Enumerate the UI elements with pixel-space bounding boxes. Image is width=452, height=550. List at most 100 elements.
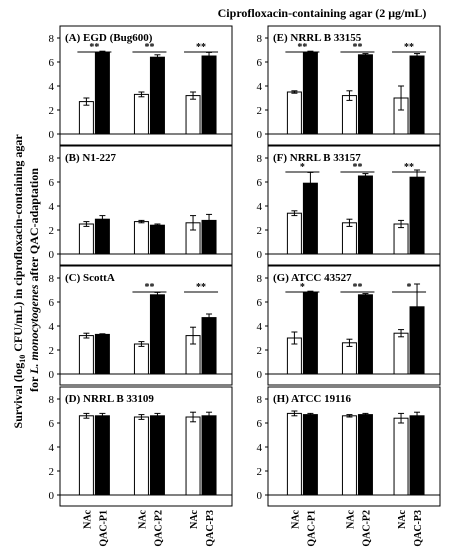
y-tick-label: 2 xyxy=(49,466,55,478)
y-tick-label: 0 xyxy=(49,369,55,381)
panel-title: (H) ATCC 19116 xyxy=(273,393,352,405)
x-category-label: QAC-P1 xyxy=(306,510,317,547)
bar-nac-P1 xyxy=(78,415,94,496)
y-tick-label: 8 xyxy=(257,153,263,165)
bar-qac-P3 xyxy=(409,176,425,255)
y-axis-label: Survival (log10 CFU/mL) in ciprofloxacin… xyxy=(11,132,41,429)
y-tick-label: 2 xyxy=(49,345,55,357)
figure-title: Ciprofloxacin-containing agar (2 μg/mL) xyxy=(218,6,427,20)
y-tick-label: 4 xyxy=(49,321,55,333)
panel-4: 0 2 4 6 8 (D) NRRL B 33109 xyxy=(49,386,233,507)
x-category-label: NAc xyxy=(189,509,200,528)
significance-marker: ** xyxy=(352,42,362,53)
y-tick-label: 2 xyxy=(257,105,263,117)
significance-marker: * xyxy=(300,282,305,293)
bar-qac-P2 xyxy=(149,294,165,375)
y-tick-label: 2 xyxy=(257,466,263,478)
x-category-label: QAC-P3 xyxy=(205,510,216,547)
bar-qac-P2 xyxy=(357,54,373,135)
bar-nac-P2 xyxy=(133,221,149,255)
y-tick-label: 0 xyxy=(49,249,55,261)
x-category-label: QAC-P3 xyxy=(413,510,424,547)
x-category-label: NAc xyxy=(290,509,301,528)
bar-qac-P1 xyxy=(94,218,110,255)
bar-qac-P1 xyxy=(94,333,110,375)
significance-marker: ** xyxy=(352,282,362,293)
significance-marker: ** xyxy=(144,282,154,293)
x-category-label: NAc xyxy=(137,509,148,528)
panel-title: (C) ScottA xyxy=(65,272,115,284)
bar-qac-P1 xyxy=(302,414,318,496)
y-tick-label: 0 xyxy=(49,490,55,502)
y-tick-label: 4 xyxy=(257,81,263,93)
y-tick-label: 4 xyxy=(257,321,263,333)
panel-title: (A) EGD (Bug600) xyxy=(65,32,153,44)
y-tick-label: 8 xyxy=(257,394,263,406)
bar-qac-P1 xyxy=(94,415,110,496)
y-tick-label: 0 xyxy=(257,490,263,502)
y-tick-label: 8 xyxy=(49,394,55,406)
y-tick-label: 6 xyxy=(257,177,263,189)
bar-nac-P1 xyxy=(286,212,302,255)
y-tick-label: 0 xyxy=(257,369,263,381)
bar-qac-P1 xyxy=(302,51,318,135)
y-tick-label: 2 xyxy=(49,225,55,237)
significance-marker: ** xyxy=(352,162,362,173)
panel-title: (F) NRRL B 33157 xyxy=(273,152,361,164)
bar-qac-P1 xyxy=(302,291,318,375)
x-category-label: QAC-P2 xyxy=(153,510,164,547)
y-tick-label: 2 xyxy=(257,345,263,357)
y-tick-label: 8 xyxy=(49,273,55,285)
y-tick-label: 2 xyxy=(257,225,263,237)
bar-nac-P3 xyxy=(393,417,409,496)
y-tick-label: 6 xyxy=(49,177,55,189)
y-tick-label: 6 xyxy=(49,418,55,430)
bar-qac-P2 xyxy=(149,224,165,255)
y-tick-label: 4 xyxy=(257,201,263,213)
y-tick-label: 8 xyxy=(49,153,55,165)
significance-marker: ** xyxy=(404,42,414,53)
y-tick-label: 6 xyxy=(257,297,263,309)
bar-nac-P2 xyxy=(133,93,149,135)
panel-title: (G) ATCC 43527 xyxy=(273,272,352,284)
bar-qac-P3 xyxy=(409,415,425,496)
bar-nac-P2 xyxy=(341,222,357,255)
bar-nac-P2 xyxy=(341,415,357,496)
x-axis-categories: NAc QAC-P1 NAc QAC-P2 NAc QAC-P3 NAc QAC-P1 NAc Q… xyxy=(82,509,424,546)
panel-title: (E) NRRL B 33155 xyxy=(273,32,362,44)
y-tick-label: 6 xyxy=(49,297,55,309)
y-tick-label: 0 xyxy=(257,129,263,141)
y-tick-label: 4 xyxy=(49,81,55,93)
bar-nac-P3 xyxy=(185,416,201,496)
bar-qac-P1 xyxy=(94,51,110,135)
significance-marker: ** xyxy=(144,42,154,53)
x-category-label: QAC-P1 xyxy=(98,510,109,547)
bar-nac-P3 xyxy=(185,95,201,135)
bar-nac-P2 xyxy=(341,95,357,135)
panel-title: (B) N1-227 xyxy=(65,152,117,164)
significance-marker: * xyxy=(407,282,412,293)
y-tick-label: 2 xyxy=(49,105,55,117)
significance-marker: * xyxy=(300,162,305,173)
bar-qac-P2 xyxy=(357,175,373,255)
y-tick-label: 6 xyxy=(49,57,55,69)
y-tick-label: 6 xyxy=(257,57,263,69)
bar-nac-P1 xyxy=(286,91,302,135)
bar-nac-P2 xyxy=(341,342,357,375)
bar-qac-P2 xyxy=(357,294,373,375)
panel-3: 0 2 4 6 8 (C) ScottA ** ** xyxy=(49,265,233,386)
y-tick-label: 4 xyxy=(49,201,55,213)
x-category-label: NAc xyxy=(82,509,93,528)
panel-title: (D) NRRL B 33109 xyxy=(65,393,154,405)
bar-nac-P1 xyxy=(78,223,94,255)
bar-nac-P1 xyxy=(78,335,94,375)
y-tick-label: 4 xyxy=(257,442,263,454)
bar-nac-P1 xyxy=(78,101,94,135)
y-tick-label: 0 xyxy=(257,249,263,261)
